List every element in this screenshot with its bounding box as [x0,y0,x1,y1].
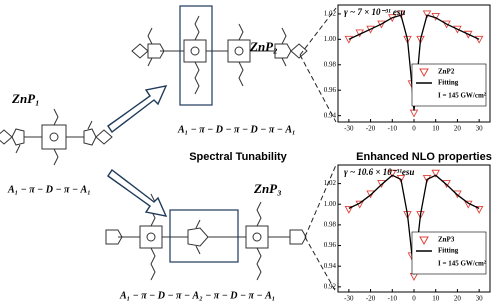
arrow-down [108,170,166,216]
x-tick-label: 0 [412,125,416,133]
legend-note: I = 145 GW/cm² [438,260,486,268]
legend-label: Fitting [438,247,459,255]
znp2-molecule [132,16,307,94]
y-tick-label: 1.00 [324,35,337,43]
x-tick-label: 0 [412,295,416,303]
y-tick-label: 0.94 [324,262,337,270]
molecule-label: ZnP₂ [249,39,278,54]
x-tick-label: 30 [476,125,484,133]
x-tick-label: -10 [388,295,398,303]
marker [476,36,483,43]
figure: ZnP₁ A₁ − π − D − π − A₁ ZnP₂ A₁ − π − D… [0,0,496,308]
x-tick-label: 20 [454,125,462,133]
x-tick-label: 20 [454,295,462,303]
arrow-up [108,86,166,132]
formula: A₁ − π − D − π − A₂ − π − D − π − A₁ [119,290,275,301]
legend-label: Fitting [438,79,459,87]
molecule-label: ZnP₃ [253,181,282,196]
y-tick-label: 0.92 [324,282,337,290]
y-tick-label: 0.98 [324,60,337,68]
x-tick-label: 10 [432,295,440,303]
znp3-molecule [106,194,306,280]
caption: Enhanced NLO properties [356,151,492,163]
annotation: γ ~ 7 × 10⁻³¹ esu [344,7,405,17]
legend-note: I = 145 GW/cm² [438,92,486,100]
formula: A₁ − π − D − π − A₁ [7,184,91,195]
y-tick-label: 1.00 [324,200,337,208]
znp1-molecule [0,109,112,165]
legend-label: ZnP3 [438,236,455,244]
x-tick-label: -20 [366,295,376,303]
y-tick-label: 0.96 [324,86,337,94]
legend-label: ZnP2 [438,68,455,76]
x-tick-label: 10 [432,125,440,133]
formula: A₁ − π − D − π − D − π − A₁ [177,124,296,135]
y-tick-label: 1.02 [324,179,337,187]
donor-box [180,6,212,105]
y-tick-label: 0.98 [324,220,337,228]
acceptor-box [170,210,238,262]
y-tick-label: 0.94 [324,111,337,119]
x-tick-label: -30 [344,295,354,303]
caption: Spectral Tunability [189,151,287,163]
marker [411,110,418,117]
annotation: γ ~ 10.6 × 10⁻³¹esu [344,167,414,177]
x-tick-label: 30 [476,295,484,303]
x-tick-label: -10 [388,125,398,133]
x-tick-label: -20 [366,125,376,133]
molecule-label: ZnP₁ [11,91,40,106]
y-tick-label: 0.96 [324,241,337,249]
x-tick-label: -30 [344,125,354,133]
marker [345,36,352,43]
y-tick-label: 1.02 [324,10,337,18]
